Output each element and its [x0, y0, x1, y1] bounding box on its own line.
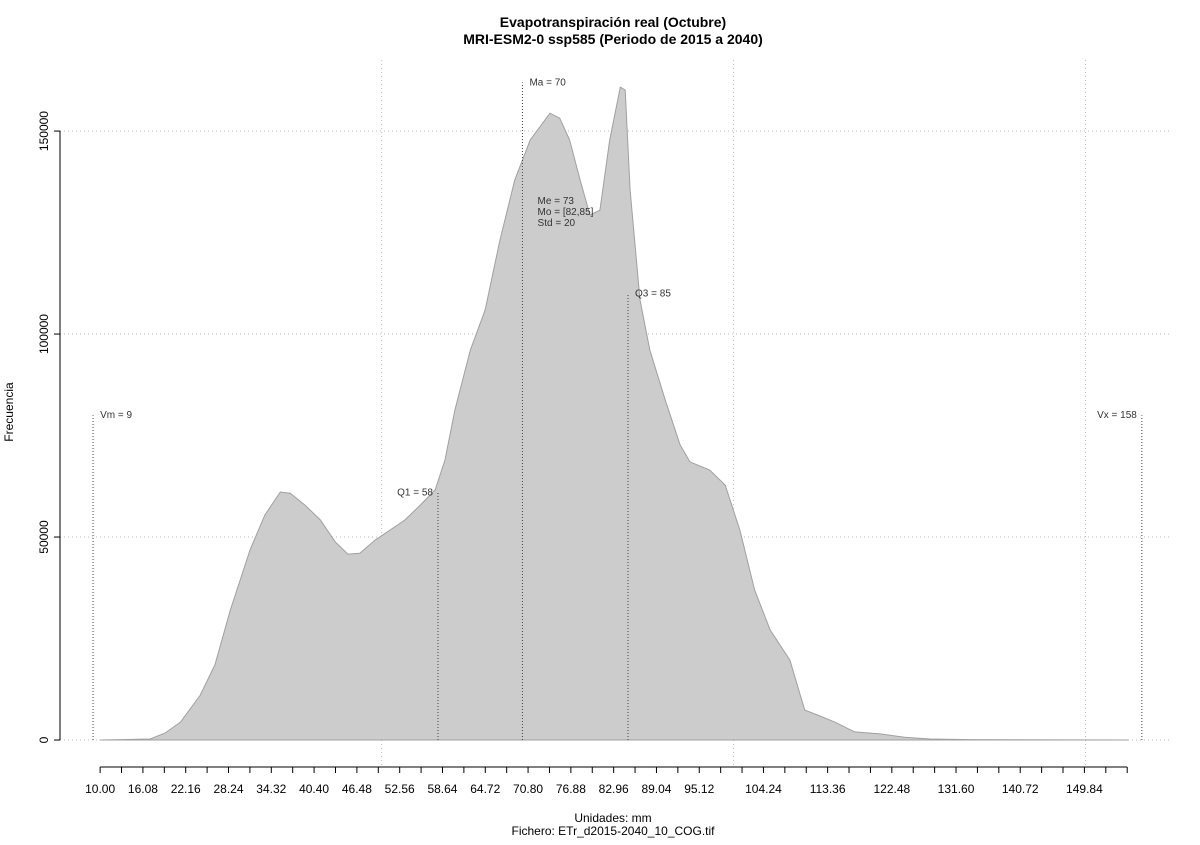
y-tick-label: 150000 — [37, 111, 51, 151]
x-tick-label: 104.24 — [745, 782, 782, 796]
x-tick-label: 70.80 — [513, 782, 543, 796]
x-tick-label: 131.60 — [938, 782, 975, 796]
x-tick-label: 95.12 — [684, 782, 714, 796]
x-tick-label: 122.48 — [873, 782, 910, 796]
chart-title: Evapotranspiración real (Octubre) — [500, 14, 726, 30]
marker-label: Vm = 9 — [100, 410, 132, 421]
stats-label: Std = 20 — [538, 218, 576, 229]
stats-label: Mo = [82,85] — [538, 207, 594, 218]
x-tick-label: 113.36 — [810, 782, 846, 796]
x-tick-label: 16.08 — [128, 782, 158, 796]
marker-label: Q1 = 58 — [397, 487, 433, 498]
x-tick-label: 58.64 — [427, 782, 457, 796]
y-tick-label: 0 — [37, 736, 51, 743]
marker-label: Q3 = 85 — [635, 288, 671, 299]
density-area — [99, 86, 1129, 741]
x-tick-label: 52.56 — [385, 782, 415, 796]
caption: Fichero: ETr_d2015-2040_10_COG.tif — [512, 824, 716, 838]
x-tick-label: 46.48 — [342, 782, 372, 796]
stats-label: Me = 73 — [538, 196, 575, 207]
y-tick-label: 100000 — [37, 314, 51, 354]
x-tick-label: 64.72 — [470, 782, 500, 796]
x-tick-label: 28.24 — [213, 782, 243, 796]
x-tick-label: 82.96 — [599, 782, 629, 796]
x-tick-label: 34.32 — [256, 782, 286, 796]
x-tick-label: 22.16 — [171, 782, 201, 796]
x-tick-label: 76.88 — [556, 782, 586, 796]
chart-subtitle: MRI-ESM2-0 ssp585 (Periodo de 2015 a 204… — [463, 31, 763, 47]
marker-label: Ma = 70 — [529, 77, 566, 88]
x-tick-label: 149.84 — [1066, 782, 1103, 796]
x-tick-label: 40.40 — [299, 782, 329, 796]
x-axis-label: Unidades: mm — [574, 811, 651, 825]
y-axis-label: Frecuencia — [2, 382, 16, 442]
y-tick-label: 50000 — [37, 520, 51, 554]
x-tick-label: 89.04 — [641, 782, 671, 796]
x-tick-label: 10.00 — [85, 782, 115, 796]
x-tick-label: 140.72 — [1002, 782, 1039, 796]
marker-label: Vx = 158 — [1097, 410, 1137, 421]
